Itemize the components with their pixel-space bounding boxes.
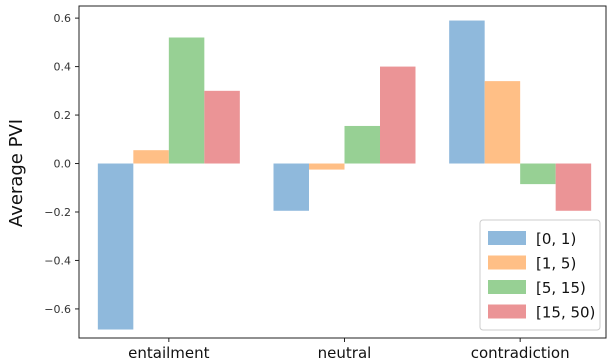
x-tick-label: neutral <box>318 344 372 362</box>
legend-swatch <box>488 231 526 245</box>
bar-entailment-3 <box>204 90 240 164</box>
y-tick-label: −0.2 <box>44 206 71 219</box>
legend-swatch <box>488 280 526 294</box>
x-tick-label: contradiction <box>471 344 570 362</box>
legend-box <box>479 219 601 331</box>
bar-contradiction-2 <box>520 163 556 185</box>
bar-contradiction-0 <box>449 20 485 164</box>
y-tick-label: 0.0 <box>54 158 72 171</box>
bar-neutral-0 <box>273 163 309 211</box>
y-tick-label: 0.2 <box>54 109 72 122</box>
plot-frame <box>78 5 607 339</box>
legend-label: [0, 1) <box>536 230 576 248</box>
legend-label: [1, 5) <box>536 255 576 273</box>
legend-swatch <box>488 255 526 270</box>
bar-contradiction-3 <box>555 163 592 211</box>
legend: [0, 1) [1, 5) [5, 15) [15, 50) <box>479 219 601 331</box>
bars-group <box>97 20 592 330</box>
bar-neutral-2 <box>344 125 380 164</box>
legend-label: [15, 50) <box>536 304 595 322</box>
x-axis: entailment neutral contradiction <box>128 338 570 362</box>
bar-contradiction-1 <box>484 81 521 164</box>
legend-label: [5, 15) <box>536 279 586 297</box>
plot-border <box>78 5 607 339</box>
bar-entailment-1 <box>133 150 169 164</box>
y-tick-label: 0.4 <box>54 61 72 74</box>
x-tick-label: entailment <box>128 344 209 362</box>
legend-swatch <box>488 304 526 319</box>
bar-neutral-1 <box>309 163 345 170</box>
y-axis: −0.6 −0.4 −0.2 0.0 0.2 0.4 0.6 <box>44 12 79 316</box>
bar-entailment-0 <box>97 163 134 330</box>
y-tick-label: −0.4 <box>44 254 71 267</box>
y-tick-label: −0.6 <box>44 303 71 316</box>
y-axis-label: Average PVI <box>6 119 27 227</box>
y-tick-label: 0.6 <box>54 12 72 25</box>
bar-entailment-2 <box>168 37 205 164</box>
bar-neutral-3 <box>380 66 416 164</box>
